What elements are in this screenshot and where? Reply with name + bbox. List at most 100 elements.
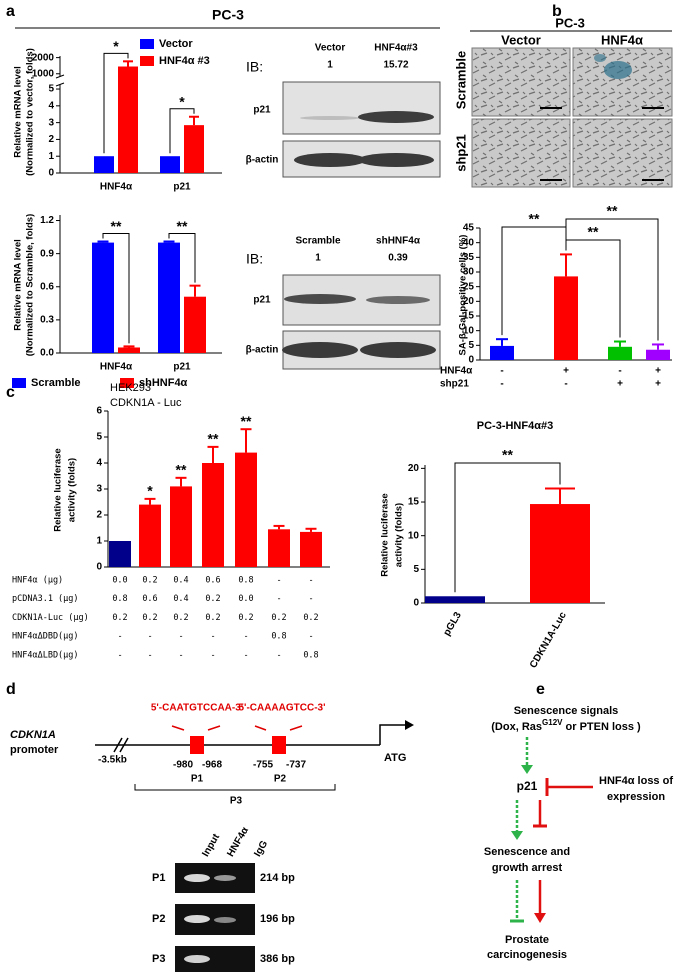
y-axis-label: (Normalized to vector, folds)	[25, 48, 36, 176]
gene-label: CDKN1A	[10, 729, 56, 741]
row-label: shp21	[453, 134, 468, 172]
significance-label: **	[241, 413, 252, 429]
panel-title: PC-3	[212, 7, 244, 23]
text-part: (Dox, Ras	[491, 721, 542, 733]
significance-label: **	[529, 211, 540, 227]
y-tick-label: 2000	[32, 52, 55, 63]
bar	[490, 345, 514, 360]
panel-title: PC-3	[555, 15, 585, 30]
y-axis-label: Relative luciferase	[53, 448, 64, 531]
row-label: Scramble	[453, 51, 468, 110]
significance-label: **	[111, 218, 122, 234]
node-label: expression	[607, 791, 665, 803]
position-label: -980	[173, 760, 193, 771]
condition-value: -	[308, 632, 313, 642]
condition-value: -	[500, 379, 503, 390]
bar	[184, 125, 204, 173]
bar	[170, 486, 192, 567]
condition-label: HNF4α (μg)	[12, 576, 63, 586]
stain	[594, 54, 606, 62]
primer-label: P1	[191, 774, 204, 785]
y-tick-label: 5	[413, 564, 419, 575]
node-label: HNF4α loss of	[599, 775, 673, 787]
micrograph	[572, 118, 673, 188]
condition-label: pCDNA3.1 (μg)	[12, 594, 79, 604]
band	[294, 153, 366, 167]
axis-break	[55, 82, 65, 87]
axis-break	[55, 74, 65, 79]
bar	[158, 242, 180, 353]
column-label: HNF4α	[601, 32, 643, 47]
condition-value: -	[178, 650, 183, 660]
arrowhead	[405, 720, 414, 730]
ib-label: IB:	[246, 251, 263, 267]
band	[366, 296, 430, 304]
legend-label: Scramble	[31, 377, 81, 389]
condition-value: -	[308, 576, 313, 586]
panel-letter: b	[552, 3, 562, 20]
chip-gel: Input HNF4α IgG P1 P2 P3 214 bp 196 bp 3…	[152, 825, 295, 972]
condition-value: -	[210, 650, 215, 660]
band	[300, 116, 360, 120]
y-tick-label: 0	[468, 355, 474, 366]
y-tick-label: 0.9	[40, 248, 54, 259]
significance-label: **	[176, 462, 187, 478]
band	[184, 874, 210, 882]
band	[184, 955, 210, 963]
y-tick-label: 0.3	[40, 315, 54, 326]
y-tick-label: 2	[48, 134, 54, 145]
panel-letter: c	[6, 384, 15, 401]
panel-letter: d	[6, 681, 16, 698]
legend-swatch	[120, 378, 134, 388]
model-diagram: Senescence signals (Dox, RasG12V or PTEN…	[484, 705, 673, 961]
condition-value: +	[617, 379, 623, 390]
lane-label: Scramble	[295, 236, 340, 247]
panel-letter: e	[536, 681, 545, 698]
y-tick-label: 40	[463, 237, 475, 248]
y-axis-label: Relative mRNA level	[13, 239, 24, 331]
node-label: Senescence and	[484, 846, 570, 858]
y-tick-label: 1.2	[40, 215, 54, 226]
band	[360, 342, 436, 358]
significance-label: **	[177, 218, 188, 234]
size-label: 196 bp	[260, 913, 295, 925]
arrowhead	[521, 765, 533, 774]
y-tick-label: 6	[96, 406, 102, 417]
condition-label: shp21	[440, 379, 469, 390]
band	[184, 915, 210, 923]
y-tick-label: 25	[463, 281, 475, 292]
condition-label: HNF4α	[440, 366, 473, 377]
position-label: -968	[202, 760, 222, 771]
condition-value: -	[147, 632, 152, 642]
bar	[160, 156, 180, 173]
y-tick-label: 0.0	[40, 348, 54, 359]
band	[358, 111, 434, 123]
x-tick-label: p21	[173, 182, 191, 193]
legend-label: shHNF4α	[139, 377, 188, 389]
condition-value: 0.8	[303, 650, 318, 660]
lane-label: Input	[200, 832, 222, 859]
condition-value: -	[147, 650, 152, 660]
significance-label: *	[179, 93, 185, 109]
y-tick-label: 3	[48, 117, 54, 128]
y-tick-label: 10	[463, 325, 475, 336]
significance-bracket	[168, 232, 196, 283]
break-mark	[113, 737, 123, 753]
bar	[109, 541, 131, 567]
condition-value: -	[276, 576, 281, 586]
band	[282, 342, 358, 358]
western-blot: IB: Vector HNF4α#3 1 15.72 p21 β-actin	[246, 43, 441, 178]
x-tick-label: CDKN1A-Luc	[528, 610, 569, 670]
condition-value: -	[117, 650, 122, 660]
condition-value: 0.8	[238, 576, 253, 586]
band	[284, 294, 356, 304]
stain	[604, 61, 632, 79]
y-tick-label: 5	[96, 432, 102, 443]
band	[214, 875, 236, 881]
row-label: p21	[253, 105, 271, 116]
tss-label: ATG	[384, 752, 406, 764]
span-bracket	[134, 784, 336, 791]
size-label: 386 bp	[260, 953, 295, 965]
condition-value: 0.2	[142, 613, 157, 623]
